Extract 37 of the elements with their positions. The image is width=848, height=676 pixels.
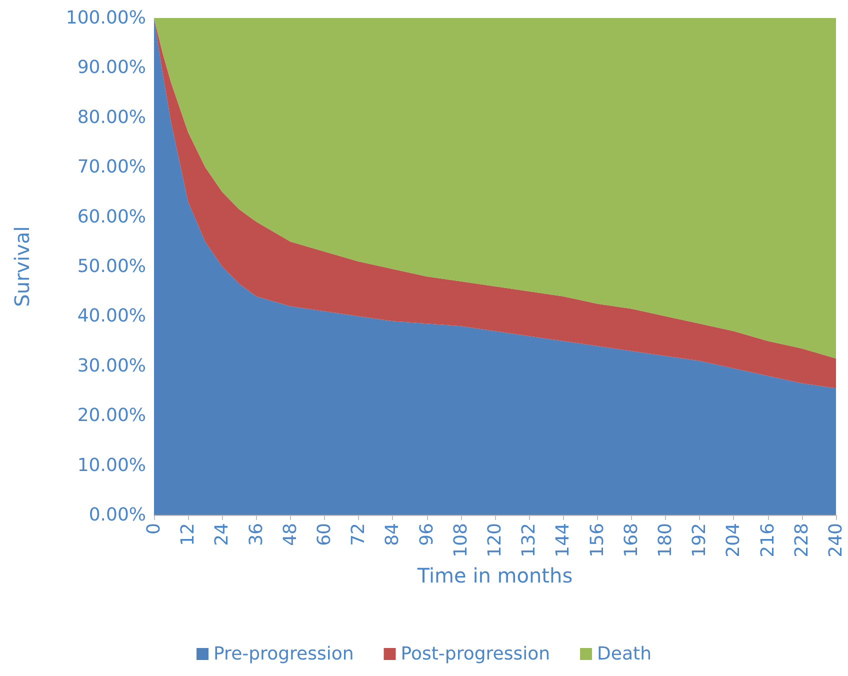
y-tick-label: 40.00% <box>77 306 146 327</box>
x-tick-label: 192 <box>689 523 710 558</box>
x-tick-label: 168 <box>620 523 642 558</box>
y-tick-label: 70.00% <box>77 156 146 178</box>
y-tick-label: 60.00% <box>77 206 146 228</box>
legend-label: Death <box>597 644 652 664</box>
y-tick-label: 90.00% <box>77 57 146 78</box>
y-tick-label: 10.00% <box>77 454 146 476</box>
x-axis-title: Time in months <box>416 563 573 588</box>
x-tick-label: 156 <box>586 523 608 558</box>
y-tick-label: 30.00% <box>77 355 146 376</box>
x-tick-label: 96 <box>416 523 438 546</box>
x-tick-label: 144 <box>552 523 574 558</box>
y-tick-label: 20.00% <box>77 405 146 426</box>
x-tick-label: 36 <box>246 523 267 546</box>
x-tick-label: 240 <box>826 523 846 558</box>
y-tick-label: 0.00% <box>88 504 146 526</box>
x-tick-label: 204 <box>723 523 744 558</box>
x-tick-label: 180 <box>655 523 676 558</box>
y-tick-label: 100.00% <box>66 8 146 28</box>
x-tick-label: 48 <box>280 523 301 546</box>
y-tick-label: 50.00% <box>77 256 146 277</box>
x-tick-label: 0 <box>144 523 164 534</box>
y-tick-label: 80.00% <box>77 106 146 128</box>
y-axis-title: Survival <box>10 226 34 307</box>
x-tick-label: 12 <box>178 523 199 546</box>
x-tick-label: 24 <box>212 523 233 546</box>
legend-label: Post-progression <box>400 644 550 664</box>
x-tick-label: 216 <box>757 523 778 558</box>
x-tick-label: 108 <box>450 523 472 558</box>
x-tick-label: 72 <box>348 523 370 546</box>
x-tick-label: 132 <box>518 523 540 558</box>
x-tick-label: 228 <box>791 523 812 558</box>
x-tick-label: 60 <box>314 523 335 546</box>
x-tick-label: 84 <box>382 523 404 546</box>
x-tick-label: 120 <box>484 523 506 558</box>
legend-label: Pre-progression <box>214 644 354 664</box>
